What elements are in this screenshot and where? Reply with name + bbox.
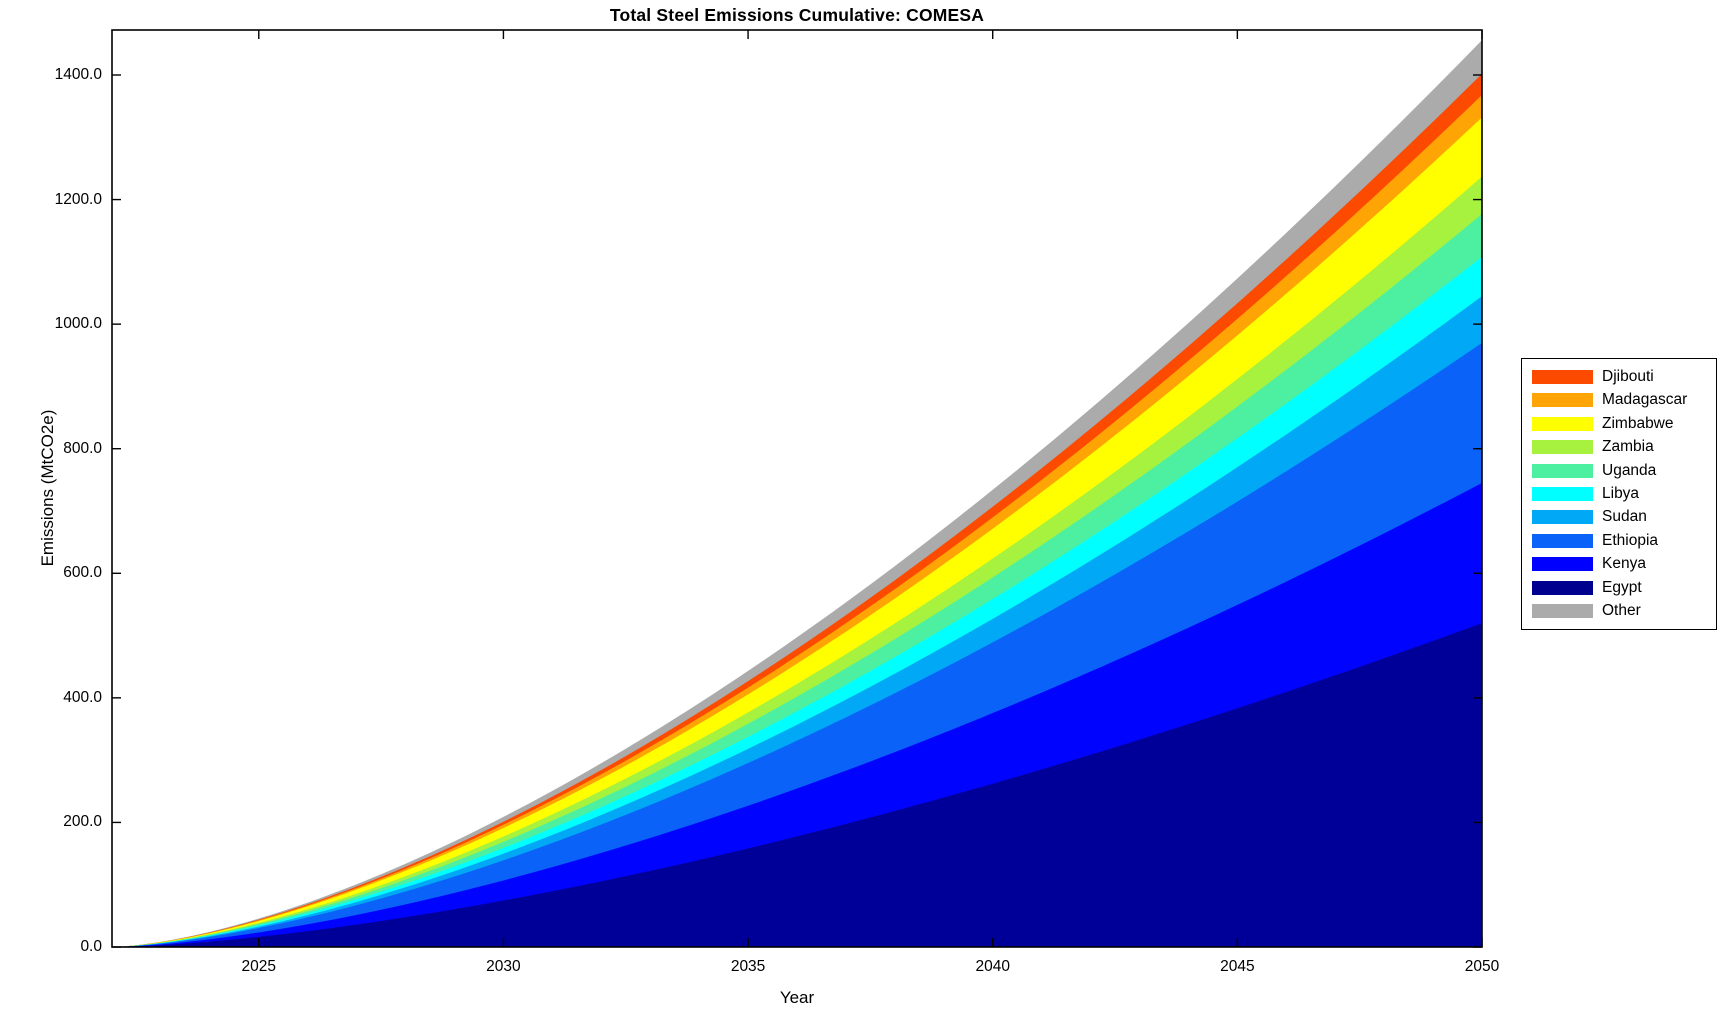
x-tick-label: 2035 <box>730 958 766 975</box>
legend-row-uganda: Uganda <box>1532 459 1716 482</box>
legend-row-sudan: Sudan <box>1532 506 1716 529</box>
legend-label: Other <box>1602 602 1641 620</box>
legend-label: Libya <box>1602 484 1640 502</box>
legend-row-egypt: Egypt <box>1532 576 1716 599</box>
legend-row-other: Other <box>1532 600 1716 623</box>
legend-swatch-djibouti <box>1532 369 1593 384</box>
y-tick-label: 600.0 <box>63 564 102 582</box>
x-tick-label: 2045 <box>1220 958 1255 975</box>
legend-row-libya: Libya <box>1532 482 1716 505</box>
y-tick-label: 400.0 <box>63 688 102 706</box>
legend-label: Djibouti <box>1602 367 1654 385</box>
legend-label: Sudan <box>1602 508 1647 526</box>
legend-label: Zambia <box>1602 438 1654 456</box>
legend-swatch-zambia <box>1532 440 1593 455</box>
legend-swatch-egypt <box>1532 580 1593 595</box>
x-tick-label: 2030 <box>486 958 521 975</box>
legend-swatch-kenya <box>1532 557 1593 572</box>
area-layer-egypt <box>112 623 1482 947</box>
legend-swatch-uganda <box>1532 463 1593 478</box>
legend-swatch-sudan <box>1532 510 1593 525</box>
legend-row-kenya: Kenya <box>1532 553 1716 576</box>
legend-swatch-other <box>1532 604 1593 619</box>
legend-row-zimbabwe: Zimbabwe <box>1532 412 1716 435</box>
legend-label: Egypt <box>1602 578 1642 596</box>
x-tick-label: 2050 <box>1464 958 1500 975</box>
y-tick-label: 200.0 <box>63 813 102 831</box>
legend-row-djibouti: Djibouti <box>1532 365 1716 388</box>
legend-swatch-zimbabwe <box>1532 416 1593 431</box>
legend-label: Madagascar <box>1602 391 1688 409</box>
y-tick-label: 1200.0 <box>54 190 102 208</box>
legend-swatch-libya <box>1532 486 1593 501</box>
legend-row-ethiopia: Ethiopia <box>1532 529 1716 552</box>
plot-frame <box>111 29 1483 948</box>
legend-label: Zimbabwe <box>1602 414 1674 432</box>
x-tick-label: 2040 <box>975 958 1010 975</box>
legend-label: Kenya <box>1602 555 1646 573</box>
y-tick-label: 800.0 <box>63 439 102 457</box>
legend-swatch-ethiopia <box>1532 533 1593 548</box>
y-tick-label: 0.0 <box>80 938 102 955</box>
legend: Djibouti Madagascar Zimbabwe Zambia Uganda Li… <box>1521 358 1717 630</box>
x-axis-label: Year <box>779 988 815 1007</box>
legend-row-zambia: Zambia <box>1532 435 1716 458</box>
x-tick-label: 2025 <box>241 958 277 975</box>
legend-swatch-madagascar <box>1532 393 1593 408</box>
y-tick-label: 1400.0 <box>54 66 102 83</box>
chart-title: Total Steel Emissions Cumulative: COMESA <box>609 5 985 25</box>
legend-label: Uganda <box>1602 461 1657 479</box>
y-tick-label: 1000.0 <box>54 315 102 333</box>
legend-label: Ethiopia <box>1602 531 1659 549</box>
legend-row-madagascar: Madagascar <box>1532 388 1716 411</box>
